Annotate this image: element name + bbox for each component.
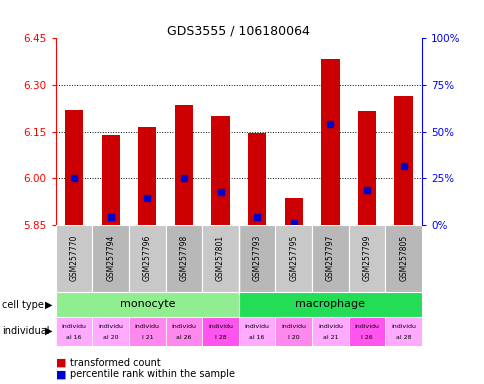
Bar [56, 317, 92, 346]
Bar [357, 111, 376, 225]
Text: GSM257793: GSM257793 [252, 235, 261, 281]
Text: al 21: al 21 [322, 335, 337, 340]
Text: ■: ■ [56, 369, 66, 379]
Bar [92, 225, 129, 292]
Bar [320, 59, 339, 225]
Bar [348, 317, 385, 346]
Bar [56, 292, 239, 317]
Bar [275, 225, 312, 292]
Text: GSM257795: GSM257795 [288, 235, 298, 281]
Text: individu: individu [244, 323, 269, 329]
Text: GSM257799: GSM257799 [362, 235, 371, 281]
Text: ▶: ▶ [45, 300, 52, 310]
Text: individu: individu [281, 323, 306, 329]
Bar [202, 317, 239, 346]
Text: al 26: al 26 [176, 335, 191, 340]
Text: l 26: l 26 [361, 335, 372, 340]
Bar [275, 317, 312, 346]
Text: individu: individu [61, 323, 87, 329]
Text: l 28: l 28 [214, 335, 226, 340]
Bar [129, 225, 166, 292]
Text: individu: individu [354, 323, 379, 329]
Text: GSM257796: GSM257796 [142, 235, 151, 281]
Bar [312, 225, 348, 292]
Bar [166, 225, 202, 292]
Bar [101, 135, 120, 225]
Text: al 16: al 16 [66, 335, 82, 340]
Text: individu: individu [208, 323, 233, 329]
Text: GSM257770: GSM257770 [69, 235, 78, 281]
Bar [138, 127, 156, 225]
Text: individu: individu [98, 323, 123, 329]
Text: GSM257805: GSM257805 [398, 235, 408, 281]
Text: percentile rank within the sample: percentile rank within the sample [70, 369, 235, 379]
Bar [65, 110, 83, 225]
Text: l 21: l 21 [141, 335, 153, 340]
Text: ▶: ▶ [45, 326, 52, 336]
Text: individu: individu [171, 323, 196, 329]
Bar [239, 225, 275, 292]
Bar [166, 317, 202, 346]
Text: l 20: l 20 [287, 335, 299, 340]
Bar [393, 96, 412, 225]
Text: individu: individu [317, 323, 342, 329]
Text: GSM257797: GSM257797 [325, 235, 334, 281]
Bar [239, 317, 275, 346]
Bar [247, 133, 266, 225]
Bar [312, 317, 348, 346]
Bar [384, 317, 421, 346]
Text: GSM257798: GSM257798 [179, 235, 188, 281]
Bar [129, 317, 166, 346]
Text: al 20: al 20 [103, 335, 118, 340]
Text: GSM257794: GSM257794 [106, 235, 115, 281]
Bar [384, 225, 421, 292]
Text: macrophage: macrophage [295, 299, 364, 310]
Text: ■: ■ [56, 358, 66, 368]
Bar [56, 225, 92, 292]
Text: individu: individu [135, 323, 160, 329]
Bar [174, 105, 193, 225]
Text: cell type: cell type [2, 300, 44, 310]
Title: GDS3555 / 106180064: GDS3555 / 106180064 [167, 24, 310, 37]
Text: al 28: al 28 [395, 335, 410, 340]
Bar [284, 198, 302, 225]
Text: individu: individu [390, 323, 415, 329]
Bar [202, 225, 239, 292]
Text: individual: individual [2, 326, 50, 336]
Text: transformed count: transformed count [70, 358, 161, 368]
Text: GSM257801: GSM257801 [215, 235, 225, 281]
Text: monocyte: monocyte [120, 299, 175, 310]
Bar [211, 116, 229, 225]
Bar [348, 225, 385, 292]
Bar [239, 292, 421, 317]
Bar [92, 317, 129, 346]
Text: al 16: al 16 [249, 335, 264, 340]
